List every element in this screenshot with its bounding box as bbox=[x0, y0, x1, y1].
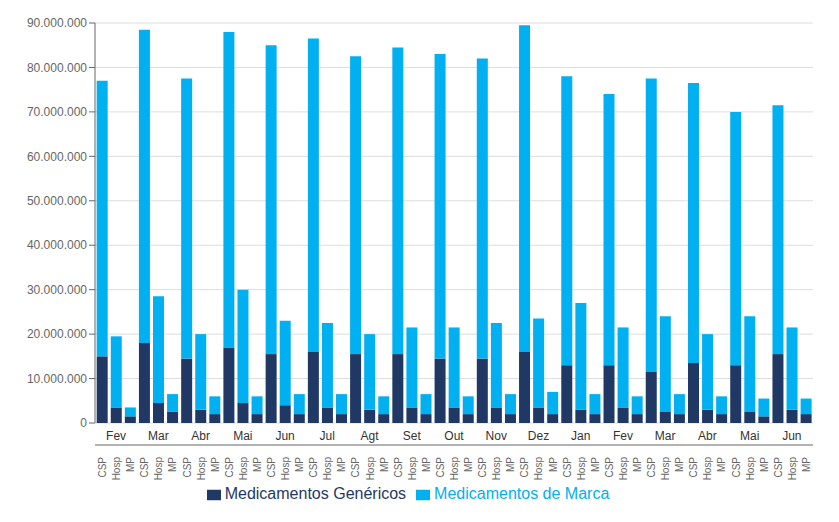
svg-text:Mai: Mai bbox=[740, 429, 759, 443]
svg-text:MP: MP bbox=[801, 457, 812, 472]
svg-text:Mar: Mar bbox=[655, 429, 676, 443]
svg-text:MP: MP bbox=[590, 457, 601, 472]
svg-text:MP: MP bbox=[252, 457, 263, 472]
svg-text:80.000.000: 80.000.000 bbox=[27, 61, 87, 75]
svg-text:Hosp: Hosp bbox=[365, 457, 376, 481]
html-text:Medicamentos de Marca: Medicamentos de Marca bbox=[434, 485, 610, 502]
svg-text:MP: MP bbox=[759, 457, 770, 472]
svg-text:Hosp: Hosp bbox=[449, 457, 460, 481]
svg-text:Jan: Jan bbox=[571, 429, 590, 443]
svg-text:CSP: CSP bbox=[308, 457, 319, 478]
svg-text:Jul: Jul bbox=[320, 429, 335, 443]
svg-text:Hosp: Hosp bbox=[533, 457, 544, 481]
svg-text:Hosp: Hosp bbox=[576, 457, 587, 481]
svg-text:CSP: CSP bbox=[477, 457, 488, 478]
svg-text:MP: MP bbox=[167, 457, 178, 472]
svg-text:MP: MP bbox=[463, 457, 474, 472]
svg-text:Hosp: Hosp bbox=[702, 457, 713, 481]
svg-text:Hosp: Hosp bbox=[280, 457, 291, 481]
svg-text:Hosp: Hosp bbox=[491, 457, 502, 481]
svg-text:CSP: CSP bbox=[519, 457, 530, 478]
svg-text:10.000.000: 10.000.000 bbox=[27, 372, 87, 386]
svg-text:MP: MP bbox=[210, 457, 221, 472]
svg-text:CSP: CSP bbox=[435, 457, 446, 478]
svg-text:Hosp: Hosp bbox=[322, 457, 333, 481]
svg-text:Fev: Fev bbox=[613, 429, 633, 443]
svg-text:Hosp: Hosp bbox=[787, 457, 798, 481]
svg-text:MP: MP bbox=[294, 457, 305, 472]
svg-text:MP: MP bbox=[125, 457, 136, 472]
svg-text:Out: Out bbox=[444, 429, 464, 443]
svg-text:MP: MP bbox=[674, 457, 685, 472]
svg-text:MP: MP bbox=[336, 457, 347, 472]
svg-text:MP: MP bbox=[421, 457, 432, 472]
svg-text:Hosp: Hosp bbox=[111, 457, 122, 481]
svg-text:Set: Set bbox=[403, 429, 422, 443]
svg-text:CSP: CSP bbox=[731, 457, 742, 478]
svg-text:90.000.000: 90.000.000 bbox=[27, 16, 87, 30]
svg-text:MP: MP bbox=[632, 457, 643, 472]
svg-text:CSP: CSP bbox=[688, 457, 699, 478]
svg-text:30.000.000: 30.000.000 bbox=[27, 283, 87, 297]
svg-text:CSP: CSP bbox=[266, 457, 277, 478]
svg-text:CSP: CSP bbox=[97, 457, 108, 478]
svg-text:Hosp: Hosp bbox=[153, 457, 164, 481]
svg-text:Nov: Nov bbox=[486, 429, 507, 443]
svg-text:CSP: CSP bbox=[182, 457, 193, 478]
svg-text:Fev: Fev bbox=[106, 429, 126, 443]
svg-text:Mai: Mai bbox=[233, 429, 252, 443]
svg-text:MP: MP bbox=[379, 457, 390, 472]
svg-text:20.000.000: 20.000.000 bbox=[27, 327, 87, 341]
svg-text:CSP: CSP bbox=[562, 457, 573, 478]
svg-text:CSP: CSP bbox=[773, 457, 784, 478]
svg-text:Mar: Mar bbox=[148, 429, 169, 443]
svg-text:50.000.000: 50.000.000 bbox=[27, 194, 87, 208]
svg-text:Agt: Agt bbox=[361, 429, 380, 443]
svg-text:Jun: Jun bbox=[782, 429, 801, 443]
svg-text:CSP: CSP bbox=[393, 457, 404, 478]
svg-text:Hosp: Hosp bbox=[196, 457, 207, 481]
svg-text:Jun: Jun bbox=[275, 429, 294, 443]
svg-text:CSP: CSP bbox=[139, 457, 150, 478]
html-text:Medicamentos Genéricos: Medicamentos Genéricos bbox=[224, 485, 407, 502]
svg-text:Abr: Abr bbox=[191, 429, 210, 443]
svg-text:70.000.000: 70.000.000 bbox=[27, 105, 87, 119]
svg-text:Hosp: Hosp bbox=[618, 457, 629, 481]
svg-text:Hosp: Hosp bbox=[745, 457, 756, 481]
svg-text:Dez: Dez bbox=[528, 429, 549, 443]
svg-text:CSP: CSP bbox=[350, 457, 361, 478]
svg-text:Abr: Abr bbox=[698, 429, 717, 443]
svg-text:CSP: CSP bbox=[604, 457, 615, 478]
svg-text:40.000.000: 40.000.000 bbox=[27, 238, 87, 252]
svg-text:MP: MP bbox=[505, 457, 516, 472]
svg-text:Hosp: Hosp bbox=[660, 457, 671, 481]
svg-text:60.000.000: 60.000.000 bbox=[27, 150, 87, 164]
svg-text:Hosp: Hosp bbox=[238, 457, 249, 481]
svg-text:CSP: CSP bbox=[224, 457, 235, 478]
svg-text:MP: MP bbox=[548, 457, 559, 472]
svg-text:CSP: CSP bbox=[646, 457, 657, 478]
svg-text:MP: MP bbox=[716, 457, 727, 472]
svg-text:0: 0 bbox=[80, 416, 87, 430]
svg-text:Hosp: Hosp bbox=[407, 457, 418, 481]
